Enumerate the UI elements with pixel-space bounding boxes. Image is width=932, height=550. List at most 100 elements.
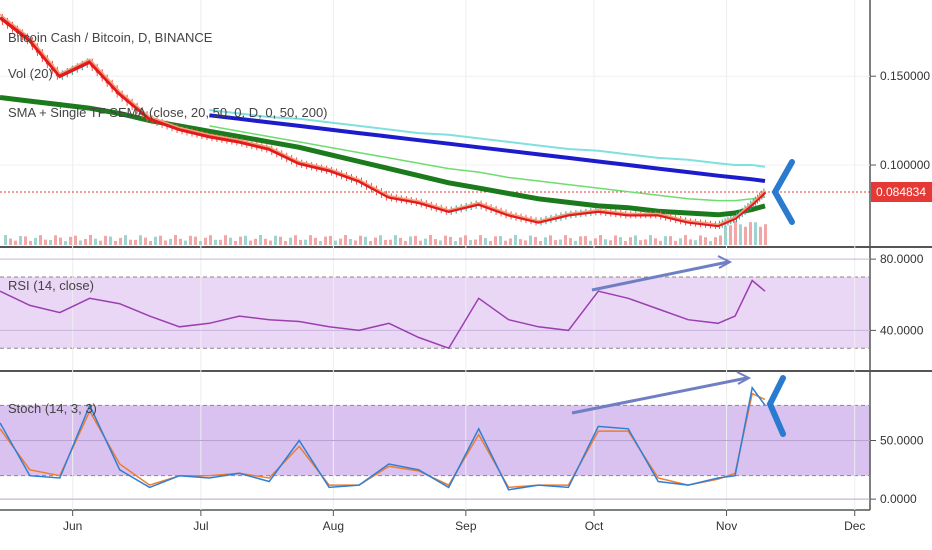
volume-bar [64,240,67,245]
volume-bar [654,238,657,245]
volume-bar [444,235,447,245]
ma-green-line [0,95,766,218]
volume-bar [479,235,482,245]
volume-bar [484,238,487,245]
volume-bar [209,235,212,245]
current-price-label: 0.084834 [876,185,926,199]
volume-bar [154,236,157,245]
volume-bar [594,238,597,245]
volume-bar [724,226,727,245]
volume-bar [9,238,12,245]
volume-bar [474,239,477,245]
volume-bar [579,236,582,245]
volume-bar [424,238,427,245]
volume-bar [744,226,747,245]
volume-bar [319,240,322,245]
current-price-tag[interactable] [871,181,932,202]
volume-bar [399,237,402,245]
volume-bar [289,237,292,245]
volume-bar [349,238,352,245]
month-label: Oct [585,519,604,533]
volume-bar [604,239,607,245]
volume-bar [4,235,7,245]
volume-bar [619,237,622,245]
volume-bar [584,236,587,245]
volume-bar [499,236,502,245]
stoch-divergence-arrowhead [736,371,752,385]
volume-bar [489,240,492,245]
rsi-divergence-line[interactable] [591,260,729,292]
volume-label: Vol (20) [8,66,53,81]
volume-bar [464,235,467,245]
volume-bar [674,240,677,245]
volume-bar [144,237,147,245]
volume-bar [119,237,122,245]
volume-bar [44,239,47,245]
volume-bar [294,235,297,245]
grid [0,0,870,510]
volume-bar [269,240,272,245]
volume-bar [244,235,247,245]
volume-bar [534,236,537,245]
volume-bar [189,235,192,245]
volume-bar [649,235,652,245]
volume-bar [334,240,337,245]
volume-bar [664,236,667,245]
volume-bar [259,235,262,245]
volume-bar [234,240,237,245]
month-label: Dec [844,519,865,533]
volume-bar [124,235,127,245]
volume-bar [179,238,182,245]
volume-bar [764,224,767,245]
volume-bar [734,221,737,245]
volume-bar [404,240,407,245]
stoch-chevron-icon[interactable] [766,375,786,437]
volume-bar [634,235,637,245]
volume-bar [254,238,257,245]
volume-bar [324,236,327,245]
volume-bar [519,239,522,245]
volume-bar [729,225,732,245]
volume-bar [89,235,92,245]
volume-bar [79,240,82,245]
volume-bar [99,240,102,245]
volume-bar [754,222,757,245]
volume-bar [719,235,722,245]
price-series [0,13,767,230]
volume-bar [699,235,702,245]
price-chevron-icon[interactable] [771,159,795,225]
price-ema-secondary-line [0,13,766,226]
volume-bar [454,240,457,245]
volume-bar [414,235,417,245]
ma-blue-line [209,113,766,183]
volume-bar [214,239,217,245]
volume-bar [539,240,542,245]
volume-bar [14,240,17,245]
price-tick-label: 0.100000 [880,158,930,172]
volume-bar [369,240,372,245]
stoch-divergence-line[interactable] [571,376,748,415]
volume-bar [39,235,42,245]
volume-bar [419,240,422,245]
annotations [571,159,795,437]
volume-bar [374,237,377,245]
volume-bar [29,240,32,245]
volume-bar [54,235,57,245]
volume-bar [614,235,617,245]
volume-bar [739,224,742,245]
volume-bar [169,238,172,245]
volume-bar [114,240,117,245]
volume-bar [759,226,762,245]
volume-bar [84,238,87,245]
volume-bar [19,235,22,245]
volume-bar [559,239,562,245]
stoch-tick-label: 50.0000 [880,434,924,448]
volume-bar [184,240,187,245]
volume-bar [469,240,472,245]
volume-bar [364,236,367,245]
stoch-k-line [0,385,766,491]
volume-bar [509,238,512,245]
volume-bars [4,221,767,245]
volume-bar [549,235,552,245]
